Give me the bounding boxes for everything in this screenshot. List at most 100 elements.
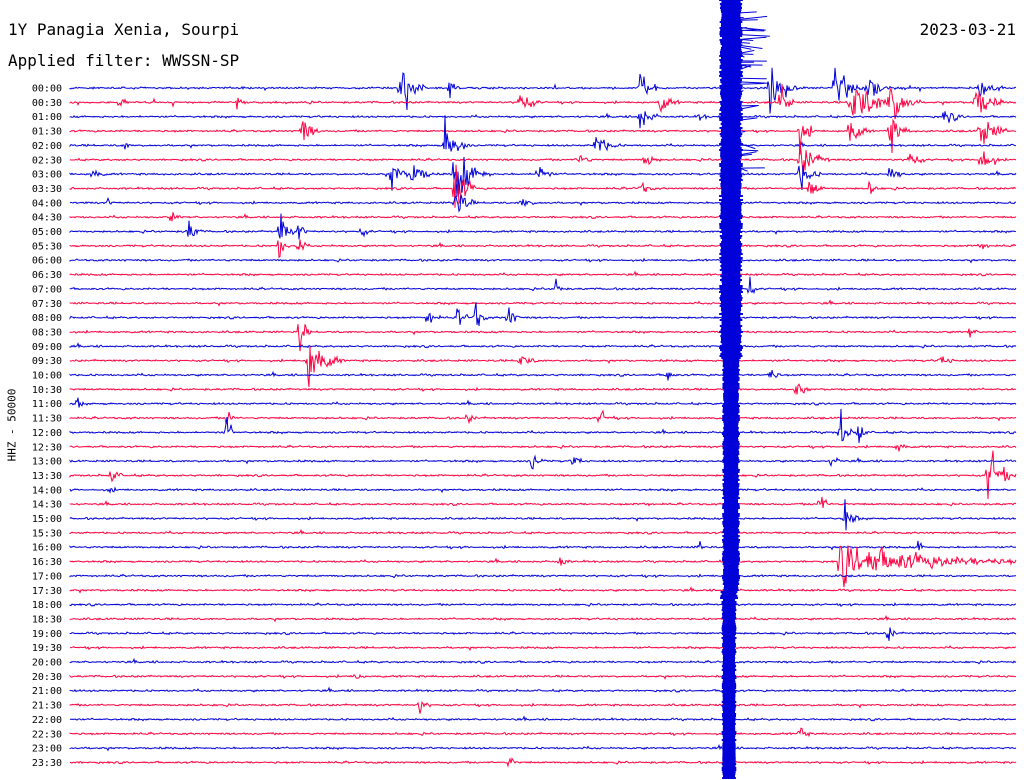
row-time-label: 22:30 — [32, 729, 62, 740]
row-time-label: 16:30 — [32, 557, 62, 568]
row-time-label: 11:00 — [32, 399, 62, 410]
trace-line — [69, 194, 1017, 213]
row-time-label: 19:00 — [32, 629, 62, 640]
trace-line — [69, 212, 1017, 222]
trace-line — [69, 409, 1017, 425]
row-time-label: 08:00 — [32, 313, 62, 324]
trace-line — [69, 627, 1017, 641]
trace-line — [69, 727, 1017, 738]
trace-line — [69, 450, 1017, 500]
row-time-label: 14:00 — [32, 485, 62, 496]
row-time-label: 06:30 — [32, 270, 62, 281]
row-time-label: 04:30 — [32, 213, 62, 224]
row-time-label: 21:00 — [32, 686, 62, 697]
saturated-trace-band — [719, 0, 743, 779]
row-time-label: 00:30 — [32, 98, 62, 109]
row-time-label: 17:30 — [32, 586, 62, 597]
station-title: 1Y Panagia Xenia, Sourpi — [8, 20, 240, 39]
row-time-label: 09:30 — [32, 356, 62, 367]
trace-line — [69, 540, 1017, 551]
row-time-label: 16:00 — [32, 543, 62, 554]
trace-line — [69, 115, 1017, 152]
row-time-label: 20:00 — [32, 658, 62, 669]
trace-line — [69, 302, 1017, 326]
row-time-label: 19:30 — [32, 643, 62, 654]
row-time-label: 08:30 — [32, 327, 62, 338]
date-label: 2023-03-21 — [919, 20, 1016, 39]
row-time-label: 13:00 — [32, 457, 62, 468]
row-time-label: 15:30 — [32, 528, 62, 539]
trace-line — [69, 686, 1017, 693]
trace-line — [69, 757, 1017, 768]
row-time-label: 12:00 — [32, 428, 62, 439]
row-time-label: 17:00 — [32, 571, 62, 582]
trace-line — [69, 213, 1017, 240]
trace-line — [69, 156, 1017, 197]
trace-line — [69, 141, 1017, 174]
row-time-label: 05:30 — [32, 241, 62, 252]
row-time-label: 02:30 — [32, 155, 62, 166]
trace-line — [69, 369, 1017, 381]
trace-line — [69, 346, 1016, 388]
trace-line — [69, 499, 1017, 531]
row-time-label: 13:30 — [32, 471, 62, 482]
row-time-label: 18:00 — [32, 600, 62, 611]
trace-line — [69, 324, 1017, 352]
trace-line — [69, 67, 1017, 114]
trace-line — [69, 397, 1017, 408]
trace-line — [69, 383, 1017, 395]
trace-line — [69, 701, 1017, 714]
row-time-label: 07:00 — [32, 284, 62, 295]
trace-line — [69, 645, 1017, 652]
row-time-label: 10:30 — [32, 385, 62, 396]
trace-line — [69, 673, 1017, 680]
filter-label: Applied filter: WWSSN-SP — [8, 51, 240, 70]
row-time-label: 06:00 — [32, 256, 62, 267]
trace-line — [69, 270, 1017, 277]
trace-line — [69, 118, 1017, 155]
trace-line — [69, 573, 1016, 579]
trace-line — [69, 715, 1017, 722]
trace-line — [69, 528, 1017, 535]
trace-line — [69, 486, 1017, 494]
row-time-label: 10:00 — [32, 371, 62, 382]
trace-line — [69, 496, 1017, 509]
row-time-label: 23:30 — [32, 758, 62, 769]
row-time-label: 14:30 — [32, 500, 62, 511]
trace-line — [69, 342, 1017, 349]
row-time-label: 01:30 — [32, 127, 62, 138]
row-time-label: 18:30 — [32, 614, 62, 625]
row-time-label: 22:00 — [32, 715, 62, 726]
row-time-label: 01:00 — [32, 112, 62, 123]
trace-line — [69, 164, 1017, 208]
trace-line — [69, 602, 1017, 608]
trace-line — [69, 743, 1017, 752]
row-time-label: 03:00 — [32, 170, 62, 181]
row-time-label: 04:00 — [32, 198, 62, 209]
saturated-trace-fringe — [739, 11, 770, 172]
row-time-label: 09:00 — [32, 342, 62, 353]
trace-line — [69, 443, 1017, 452]
row-time-label: 20:30 — [32, 672, 62, 683]
row-time-label: 12:30 — [32, 442, 62, 453]
trace-line — [69, 111, 1017, 129]
trace-line — [69, 657, 1017, 665]
trace-line — [69, 83, 1017, 120]
trace-line — [69, 257, 1016, 264]
trace-line — [69, 586, 1017, 594]
trace-line — [69, 545, 1017, 588]
trace-line — [69, 454, 1017, 470]
row-time-label: 21:30 — [32, 701, 62, 712]
row-time-label: 07:30 — [32, 299, 62, 310]
trace-line — [69, 299, 1017, 307]
row-time-label: 11:30 — [32, 414, 62, 425]
row-time-label: 05:00 — [32, 227, 62, 238]
trace-line — [69, 614, 1017, 623]
trace-line — [69, 276, 1017, 295]
row-time-label: 15:00 — [32, 514, 62, 525]
row-time-label: 02:00 — [32, 141, 62, 152]
row-time-label: 23:00 — [32, 744, 62, 755]
trace-line — [69, 239, 1017, 259]
row-time-label: 03:30 — [32, 184, 62, 195]
